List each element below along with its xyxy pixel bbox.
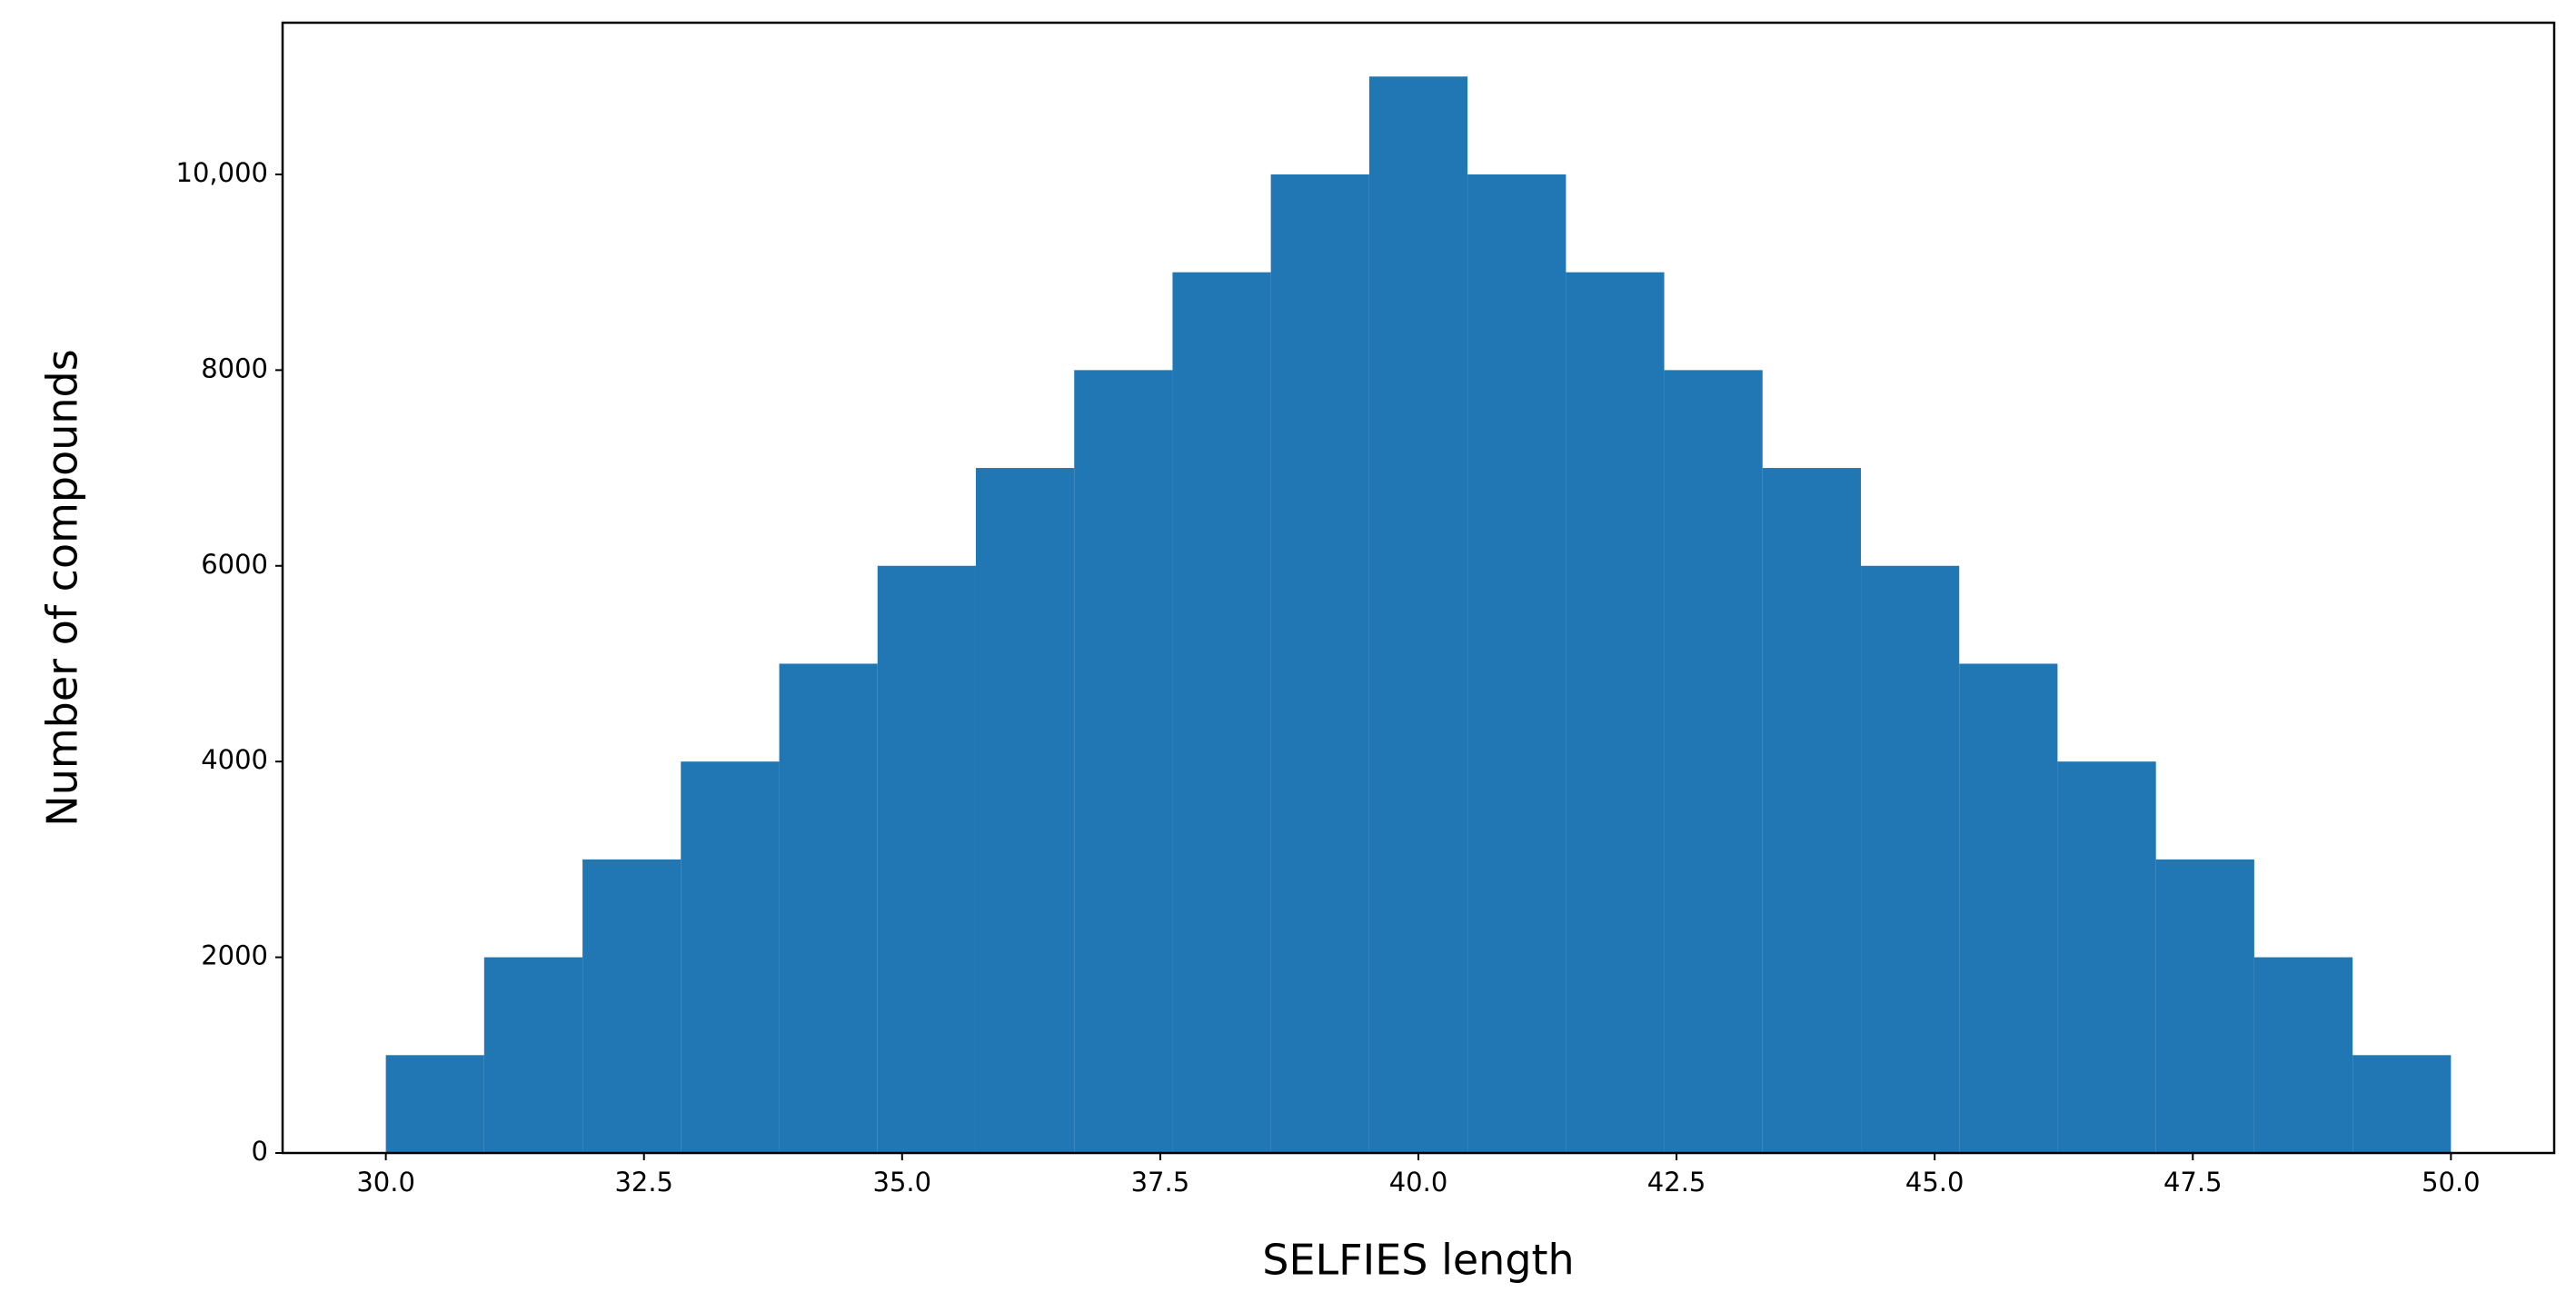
bar [1467,174,1566,1153]
bar [483,957,583,1153]
bar [1664,370,1763,1153]
bar [975,468,1075,1153]
x-tick-label: 42.5 [1647,1167,1706,1198]
bar [1762,468,1862,1153]
bar [1368,76,1468,1154]
y-tick-label: 0 [252,1136,268,1167]
bar [2155,859,2254,1153]
plot-frame [281,21,2556,1155]
bar [877,565,976,1153]
y-tick-label: 8000 [201,353,268,383]
x-tick-label: 35.0 [873,1167,932,1198]
bar [2057,761,2156,1153]
bar [1959,663,2058,1153]
y-axis-label: Number of compounds [38,349,87,826]
bar [2253,957,2353,1153]
x-tick-label: 40.0 [1389,1167,1448,1198]
bar [1074,370,1173,1153]
bar [681,761,780,1153]
x-tick-label: 37.5 [1131,1167,1190,1198]
x-tick-label: 30.0 [356,1167,415,1198]
bar [1270,174,1369,1153]
bar [385,1055,484,1153]
x-tick-label: 47.5 [2163,1167,2223,1198]
y-tick-label: 2000 [201,940,268,971]
x-tick-label: 32.5 [614,1167,673,1198]
bar [1861,565,1960,1153]
y-tick-label: 4000 [201,744,268,775]
y-tick-label: 10,000 [176,157,268,188]
bar [2352,1055,2452,1153]
x-tick-label: 45.0 [1905,1167,1964,1198]
y-tick-label: 6000 [201,549,268,580]
bar [779,663,878,1153]
x-tick-label: 50.0 [2422,1167,2481,1198]
x-axis-label: SELFIES length [1262,1236,1574,1285]
bar [582,859,681,1153]
bar [1172,272,1271,1153]
bar [1566,272,1665,1153]
